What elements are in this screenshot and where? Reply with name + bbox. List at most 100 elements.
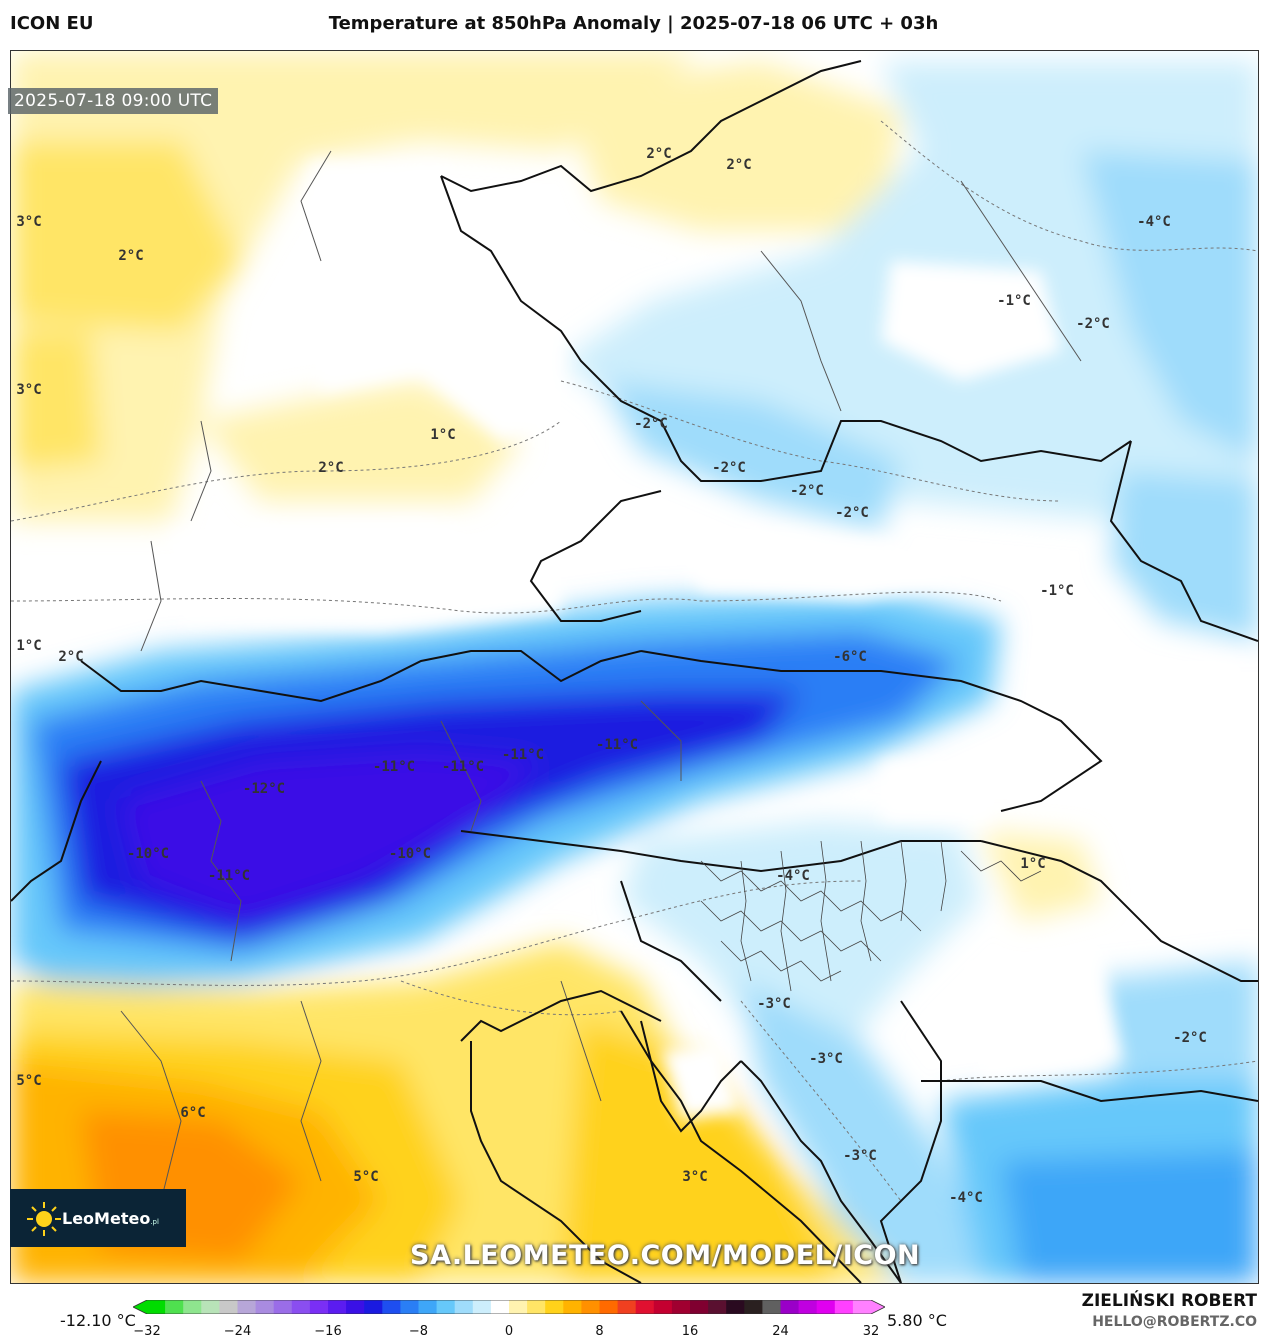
colorbar-cell	[816, 1300, 836, 1314]
colorbar-cell	[165, 1300, 184, 1314]
colorbar-tick-label: 0	[504, 1324, 514, 1339]
colorbar-cell	[219, 1300, 238, 1314]
contour-label: -1°C	[997, 293, 1031, 309]
contour-label: -11°C	[502, 747, 544, 763]
contour-lines	[11, 120, 1258, 1202]
leometeo-logo[interactable]: LeoMeteo.pl	[10, 1189, 186, 1247]
contour-label: -11°C	[596, 737, 638, 753]
colorbar-tick-label: −8	[408, 1324, 429, 1339]
sun-icon	[27, 1202, 61, 1236]
contour-label: -1°C	[1040, 583, 1074, 599]
colorbar-cell	[328, 1300, 347, 1314]
contour-label: 2°C	[646, 146, 671, 162]
colorbar-cell	[653, 1300, 673, 1314]
colorbar-max-label: 5.80 °C	[887, 1311, 947, 1330]
colorbar-min-label: -12.10 °C	[60, 1311, 136, 1330]
colorbar-cell	[454, 1300, 474, 1314]
colorbar-cell	[617, 1300, 637, 1314]
contour-label: -10°C	[127, 846, 169, 862]
contour-label: -2°C	[1173, 1030, 1207, 1046]
colorbar-cell	[346, 1300, 365, 1314]
anomaly-map[interactable]: 2°C 2°C 3°C 2°C -4°C -1°C -2°C 3°C 1°C -2°C 2°C -2°…	[10, 50, 1259, 1284]
contour-label: -2°C	[790, 483, 824, 499]
colorbar-cell	[237, 1300, 257, 1314]
contour-label: 2°C	[118, 248, 143, 264]
colorbar-tick-label: 8	[595, 1324, 604, 1339]
contour-label: 1°C	[1020, 856, 1045, 872]
colorbar-cell	[690, 1300, 709, 1314]
contour-label: -2°C	[712, 460, 746, 476]
colorbar	[133, 1300, 885, 1314]
colorbar-cell	[490, 1300, 510, 1314]
colorbar-tick-label: 32	[862, 1324, 880, 1339]
colorbar-cell	[744, 1300, 763, 1314]
colorbar-tick-label: −16	[314, 1324, 342, 1339]
contour-label: -12°C	[243, 781, 285, 797]
contour-label: 2°C	[58, 649, 83, 665]
colorbar-cell	[273, 1300, 293, 1314]
colorbar-tick-label: 24	[772, 1324, 789, 1339]
contour-label: -2°C	[634, 416, 668, 432]
chart-title: Temperature at 850hPa Anomaly | 2025-07-…	[328, 13, 939, 34]
regional-borders	[120, 150, 1082, 1202]
colorbar-cell	[780, 1300, 800, 1314]
contour-label-layer: 2°C 2°C 3°C 2°C -4°C -1°C -2°C 3°C 1°C -2°C 2°C -2°…	[16, 146, 1207, 1206]
contour-label: -4°C	[949, 1190, 983, 1206]
contour-label: 5°C	[16, 1073, 41, 1089]
contour-label: -11°C	[373, 759, 415, 775]
anomaly-field	[11, 51, 1258, 1283]
colorbar-cell	[400, 1300, 419, 1314]
colorbar-cell	[255, 1300, 275, 1314]
colorbar-cell	[545, 1300, 564, 1314]
logo-text: LeoMeteo.pl	[62, 1209, 159, 1228]
colorbar-cell	[183, 1300, 202, 1314]
valid-time-badge: 2025-07-18 09:00 UTC	[8, 88, 219, 114]
contour-label: 1°C	[430, 427, 455, 443]
colorbar-cell	[509, 1300, 528, 1314]
author-name: ZIELIŃSKI ROBERT	[1081, 1291, 1257, 1311]
colorbar-cell	[852, 1300, 872, 1314]
colorbar-cell	[635, 1300, 655, 1314]
colorbar-cell	[599, 1300, 619, 1314]
colorbar-max-arrow	[871, 1300, 885, 1314]
contour-label: -2°C	[1076, 316, 1110, 332]
colorbar-cell	[472, 1300, 492, 1314]
contour-label: 5°C	[353, 1169, 378, 1185]
contour-label: -10°C	[389, 846, 431, 862]
colorbar-cell	[436, 1300, 456, 1314]
contour-label: 2°C	[726, 157, 751, 173]
colorbar-tick-label: −32	[133, 1324, 161, 1339]
contour-label: 3°C	[16, 382, 41, 398]
contour-label: -11°C	[442, 759, 484, 775]
colorbar-cell	[527, 1300, 546, 1314]
contour-label: 3°C	[682, 1169, 707, 1185]
contour-label: -11°C	[208, 868, 250, 884]
colorbar-cell	[671, 1300, 691, 1314]
white-gaps	[171, 161, 1251, 1121]
contour-label: -3°C	[809, 1051, 843, 1067]
contour-label: 2°C	[318, 460, 343, 476]
coastline	[460, 989, 902, 1283]
contour-label: -4°C	[776, 868, 810, 884]
colorbar-cell	[762, 1300, 781, 1314]
author-email[interactable]: HELLO@ROBERTZ.CO	[1092, 1314, 1257, 1330]
contour-label: 3°C	[16, 214, 41, 230]
colorbar-cell	[201, 1300, 220, 1314]
colorbar-cell	[563, 1300, 582, 1314]
colorbar-tick-label: 16	[681, 1324, 699, 1339]
colorbar-tick-label: −24	[223, 1324, 252, 1339]
contour-label: -2°C	[835, 505, 869, 521]
colorbar-cell	[382, 1300, 401, 1314]
colorbar-cell	[708, 1300, 727, 1314]
colorbar-cell	[291, 1300, 311, 1314]
contour-label: -3°C	[843, 1148, 877, 1164]
colorbar-cell	[834, 1300, 854, 1314]
colorbar-cell	[798, 1300, 818, 1314]
colorbar-cell	[418, 1300, 438, 1314]
colorbar-cell	[581, 1300, 600, 1314]
contour-label: 1°C	[16, 638, 41, 654]
map-canvas: 2°C 2°C 3°C 2°C -4°C -1°C -2°C 3°C 1°C -2°C 2°C -2°…	[11, 51, 1258, 1283]
contour-label: -3°C	[757, 996, 791, 1012]
colorbar-cell	[364, 1300, 383, 1314]
colorbar-cell	[309, 1300, 329, 1314]
